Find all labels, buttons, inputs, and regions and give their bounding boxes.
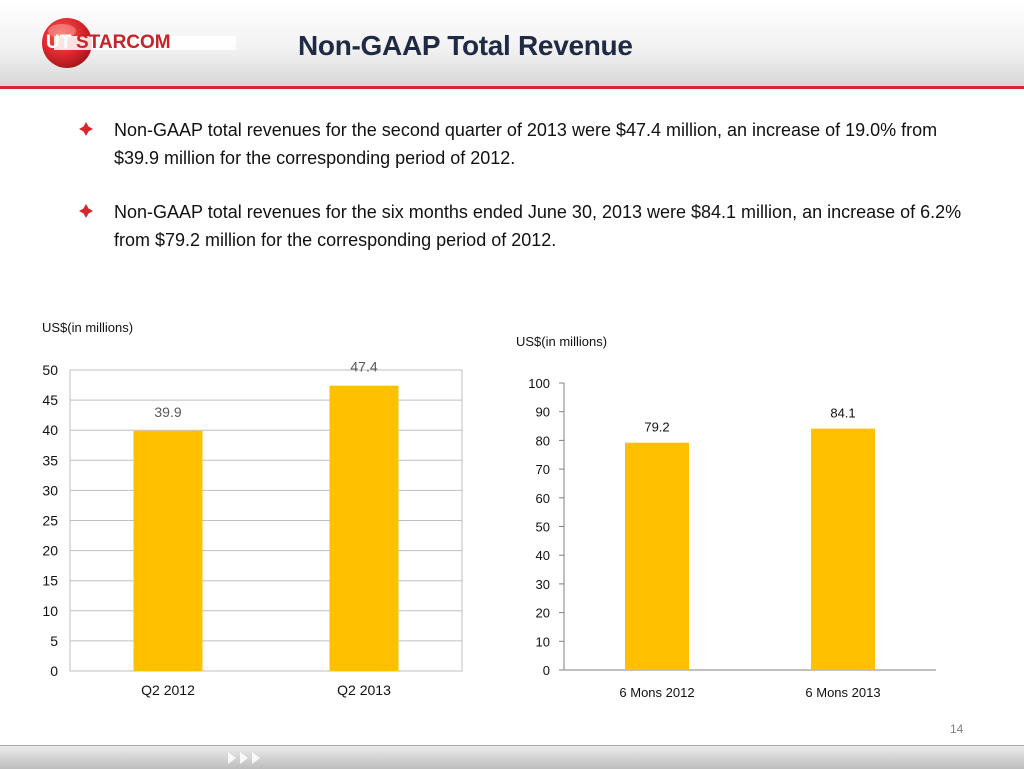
chart2-y-tick-label: 50 <box>536 520 550 535</box>
page-number: 14 <box>950 722 964 736</box>
chart1-y-tick-label: 50 <box>42 362 58 378</box>
bullet-item-q2: Non-GAAP total revenues for the second q… <box>78 116 978 172</box>
chart2-data-label: 84.1 <box>830 406 855 421</box>
bullet-item-six-months: Non-GAAP total revenues for the six mont… <box>78 198 978 254</box>
chart1-bar <box>133 430 203 671</box>
chart1-y-tick-label: 45 <box>42 392 58 408</box>
bullet-text-six-months: Non-GAAP total revenues for the six mont… <box>114 202 962 250</box>
svg-text:STARCOM: STARCOM <box>76 32 171 53</box>
chart1-unit-label: US$(in millions) <box>42 320 134 335</box>
chart2-bar <box>811 428 875 670</box>
header-divider <box>0 86 1024 89</box>
chart2-category-label: 6 Mons 2013 <box>805 685 880 700</box>
diamond-bullet-icon <box>79 204 93 218</box>
chart1-y-tick-label: 5 <box>50 633 58 649</box>
chart1-bar <box>329 385 399 671</box>
chart2-data-label: 79.2 <box>644 420 669 435</box>
chart2-bar <box>625 442 689 670</box>
chart2-y-tick-label: 0 <box>543 663 550 678</box>
chart1-data-label: 47.4 <box>350 359 377 375</box>
diamond-bullet-icon <box>79 122 93 136</box>
chart-six-months-revenue: 0 10 20 30 40 50 60 70 80 90 100 79.2 6 Mons 2012 84.… <box>528 376 936 700</box>
svg-text:UT: UT <box>46 32 72 53</box>
chart1-category-label: Q2 2013 <box>337 682 391 698</box>
chart1-y-tick-label: 35 <box>42 452 58 468</box>
slide-footer <box>0 745 1024 769</box>
chart1-y-tick-label: 30 <box>42 482 58 498</box>
utstarcom-logo: UT STARCOM <box>42 18 236 68</box>
chart2-y-tick-label: 60 <box>536 491 550 506</box>
chart1-y-tick-label: 10 <box>42 603 58 619</box>
chart1-y-tick-label: 20 <box>42 543 58 559</box>
chart2-y-tick-label: 30 <box>536 577 550 592</box>
chart1-y-tick-label: 40 <box>42 422 58 438</box>
chart2-y-tick-label: 80 <box>536 433 550 448</box>
chart2-y-tick-label: 20 <box>536 606 550 621</box>
bullet-list: Non-GAAP total revenues for the second q… <box>78 116 978 280</box>
chart-q2-revenue: 0 5 10 15 20 25 30 35 40 45 50 39.9 Q2 2012 47.4 Q2 20… <box>42 359 463 698</box>
footer-arrows-icon <box>228 752 260 764</box>
chart1-y-tick-label: 0 <box>50 663 58 679</box>
chart2-y-tick-label: 100 <box>528 376 550 391</box>
chart1-data-label: 39.9 <box>154 404 181 420</box>
chart2-y-tick-label: 40 <box>536 548 550 563</box>
chart1-category-label: Q2 2012 <box>141 682 195 698</box>
chart1-y-tick-label: 15 <box>42 573 58 589</box>
chart2-y-tick-label: 90 <box>536 405 550 420</box>
chart2-y-tick-label: 10 <box>536 634 550 649</box>
chart2-y-tick-label: 70 <box>536 462 550 477</box>
chart2-category-label: 6 Mons 2012 <box>619 685 694 700</box>
slide-title: Non-GAAP Total Revenue <box>298 30 633 61</box>
bullet-text-q2: Non-GAAP total revenues for the second q… <box>114 120 938 168</box>
chart2-unit-label: US$(in millions) <box>516 334 608 349</box>
chart1-y-tick-label: 25 <box>42 513 58 529</box>
